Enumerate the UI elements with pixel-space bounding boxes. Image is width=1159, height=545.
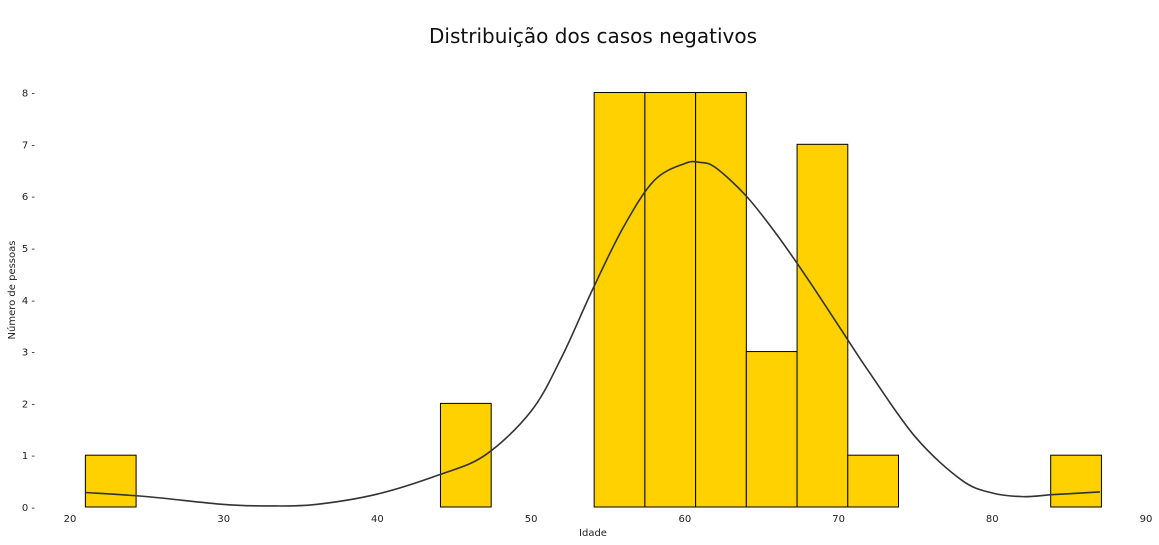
chart-title: Distribuição dos casos negativos (429, 24, 757, 48)
y-axis-ticks: 0 - 1 - 2 - 3 - 4 - 5 - 6 - 7 - 8 - (22, 89, 36, 515)
y-tick-label: 7 - (22, 140, 36, 151)
histogram-bar (847, 454, 900, 508)
x-tick-label: 60 (678, 514, 691, 525)
x-tick-label: 30 (217, 514, 230, 525)
x-tick-label: 80 (986, 514, 999, 525)
y-tick-label: 0 - (22, 503, 36, 514)
x-tick-label: 40 (371, 514, 384, 525)
bars-group (84, 92, 1102, 508)
x-axis-label: Idade (579, 528, 607, 539)
x-tick-label: 20 (64, 514, 77, 525)
histogram-bar (84, 454, 137, 508)
histogram-bar (593, 92, 646, 508)
y-tick-label: 1 - (22, 451, 36, 462)
histogram-bar (644, 92, 697, 508)
x-tick-label: 70 (832, 514, 845, 525)
x-tick-label: 90 (1140, 514, 1153, 525)
y-tick-label: 6 - (22, 192, 36, 203)
histogram-bar (796, 143, 849, 508)
x-axis-ticks: 20 30 40 50 60 70 80 90 (64, 514, 1153, 525)
x-tick-label: 50 (525, 514, 538, 525)
y-axis-label: Número de pessoas (6, 241, 18, 340)
kde-density-line (85, 160, 1100, 507)
y-tick-label: 4 - (22, 296, 36, 307)
y-tick-label: 3 - (22, 348, 36, 359)
histogram-bar (695, 92, 747, 508)
y-tick-label: 2 - (22, 399, 36, 410)
y-tick-label: 5 - (22, 244, 36, 255)
histogram-bar (1050, 454, 1102, 508)
histogram-bar (439, 402, 492, 508)
histogram-bar (745, 351, 798, 508)
y-tick-label: 8 - (22, 89, 36, 100)
